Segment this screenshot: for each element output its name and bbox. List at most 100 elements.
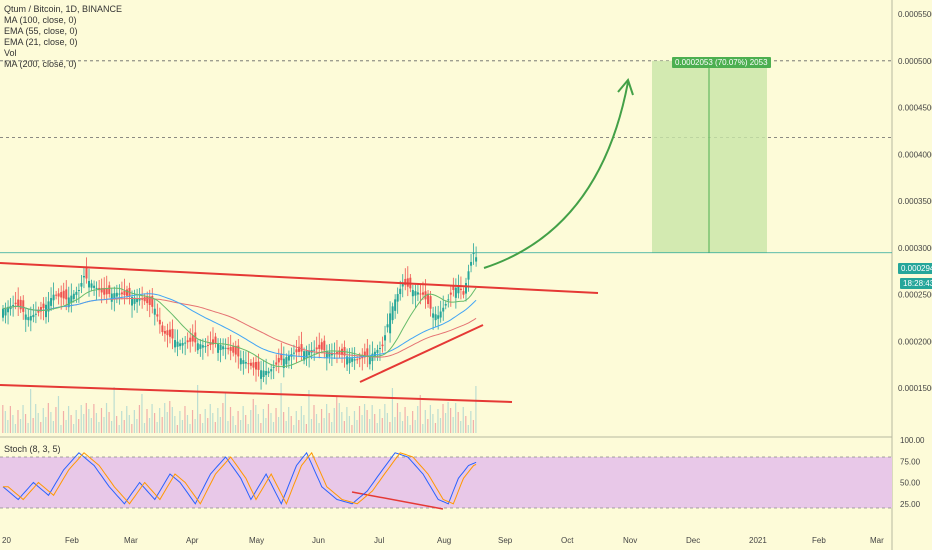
candle-body bbox=[419, 293, 422, 295]
candle-body bbox=[168, 329, 171, 337]
candle-body bbox=[214, 336, 217, 344]
volume-bar bbox=[37, 413, 39, 433]
volume-bar bbox=[305, 424, 307, 433]
candle-body bbox=[432, 313, 435, 318]
candle-body bbox=[313, 349, 316, 351]
volume-bar bbox=[169, 401, 171, 433]
volume-bar bbox=[417, 406, 419, 433]
volume-bar bbox=[159, 408, 161, 433]
candle-body bbox=[275, 362, 278, 365]
candle-body bbox=[325, 351, 328, 359]
volume-bar bbox=[331, 422, 333, 433]
candle-body bbox=[14, 302, 17, 305]
volume-bar bbox=[154, 413, 156, 433]
candle-body bbox=[454, 287, 457, 298]
x-tick-label: Feb bbox=[812, 536, 826, 545]
volume-bar bbox=[110, 421, 113, 433]
volume-bar bbox=[346, 407, 348, 433]
volume-bar bbox=[47, 403, 49, 433]
volume-bar bbox=[422, 424, 424, 433]
candle-body bbox=[50, 298, 53, 306]
volume-bar bbox=[133, 410, 135, 433]
x-tick-label: Mar bbox=[124, 536, 138, 545]
candle-body bbox=[174, 340, 177, 348]
candle-body bbox=[338, 350, 341, 355]
volume-bar bbox=[412, 411, 414, 433]
candle-body bbox=[224, 347, 227, 349]
projection-arrow-head bbox=[617, 77, 634, 96]
volume-bar bbox=[298, 420, 300, 433]
x-tick-label: Aug bbox=[437, 536, 451, 545]
candle-body bbox=[391, 306, 394, 321]
candle-body bbox=[470, 261, 473, 266]
volume-bar bbox=[363, 404, 366, 433]
candle-body bbox=[376, 349, 379, 353]
candle-body bbox=[255, 362, 257, 370]
candle-body bbox=[105, 287, 108, 295]
candle-body bbox=[257, 361, 260, 370]
volume-bar bbox=[381, 418, 383, 433]
candle-body bbox=[115, 292, 118, 297]
volume-bar bbox=[245, 415, 247, 433]
volume-bar bbox=[308, 390, 310, 433]
volume-bar bbox=[78, 419, 80, 433]
candle-body bbox=[47, 301, 50, 312]
volume-bar bbox=[361, 415, 363, 433]
volume-bar bbox=[219, 417, 221, 433]
volume-bar bbox=[472, 420, 474, 433]
candle-body bbox=[45, 304, 48, 318]
volume-bar bbox=[199, 414, 201, 433]
volume-bar bbox=[343, 421, 345, 433]
volume-bar bbox=[240, 420, 242, 433]
volume-bar bbox=[151, 404, 153, 433]
candle-body bbox=[24, 314, 27, 320]
candle-body bbox=[113, 293, 116, 300]
volume-bar bbox=[55, 407, 57, 433]
volume-bar bbox=[341, 412, 343, 433]
volume-bar bbox=[389, 422, 391, 433]
volume-bar bbox=[174, 416, 176, 433]
volume-bar bbox=[427, 419, 429, 433]
volume-bar bbox=[439, 418, 442, 433]
volume-bar bbox=[50, 412, 52, 433]
volume-bar bbox=[209, 404, 211, 433]
candle-body bbox=[34, 313, 37, 315]
volume-bar bbox=[214, 422, 216, 433]
volume-bar bbox=[27, 423, 29, 433]
candle-body bbox=[72, 293, 75, 299]
candle-body bbox=[315, 347, 318, 350]
candle-body bbox=[457, 285, 460, 294]
volume-bar bbox=[12, 415, 14, 433]
indicator-ma200: MA (200, close, 0) bbox=[4, 59, 77, 69]
volume-bar bbox=[437, 409, 439, 433]
volume-bar bbox=[95, 413, 98, 433]
candle-body bbox=[93, 285, 96, 288]
volume-bar bbox=[118, 425, 120, 433]
candle-body bbox=[348, 357, 351, 364]
candle-body bbox=[277, 357, 280, 363]
candle-body bbox=[404, 278, 407, 286]
candle-body bbox=[17, 299, 20, 307]
volume-bar bbox=[93, 404, 95, 433]
x-tick-label: Nov bbox=[623, 536, 637, 545]
volume-bar bbox=[138, 405, 141, 433]
volume-bar bbox=[434, 423, 437, 433]
candle-body bbox=[394, 299, 397, 311]
candle-body bbox=[439, 311, 442, 318]
candle-body bbox=[217, 343, 220, 353]
candle-body bbox=[42, 303, 45, 309]
candle-body bbox=[201, 345, 204, 348]
volume-bar bbox=[9, 406, 11, 433]
candle-body bbox=[305, 350, 308, 358]
volume-bar bbox=[197, 385, 199, 433]
volume-bar bbox=[300, 406, 302, 433]
volume-bar bbox=[121, 411, 123, 433]
candle-body bbox=[219, 344, 222, 351]
volume-bar bbox=[315, 414, 318, 433]
volume-bar bbox=[70, 415, 72, 433]
volume-bar bbox=[80, 405, 82, 433]
